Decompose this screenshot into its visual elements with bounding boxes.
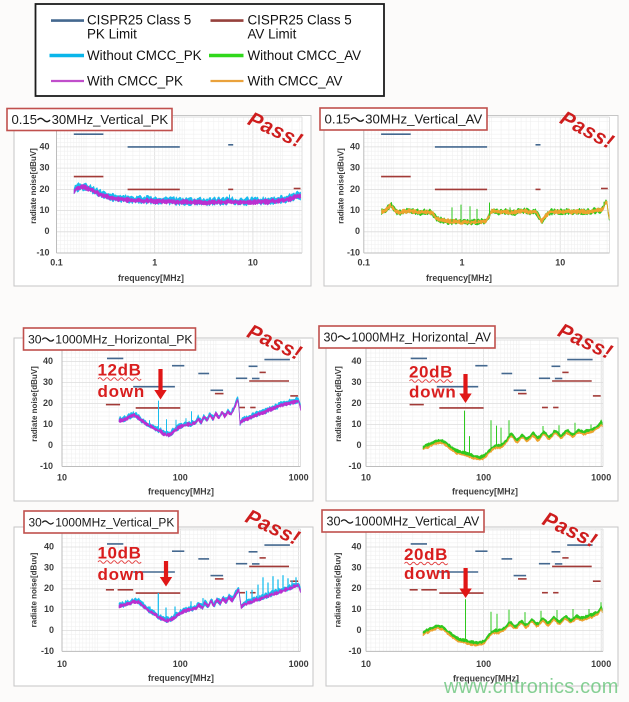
svg-text:10dB: 10dB: [98, 544, 142, 563]
svg-text:0: 0: [48, 440, 53, 450]
svg-text:0.15: 0.15: [325, 112, 351, 127]
svg-text:30: 30: [29, 516, 43, 530]
svg-text:30: 30: [351, 562, 361, 572]
svg-text:CISPR25 Class 5: CISPR25 Class 5: [87, 12, 191, 27]
svg-text:20: 20: [43, 398, 53, 408]
svg-text:-10: -10: [347, 247, 360, 257]
svg-text:1000MHz_Horizontal_PK: 1000MHz_Horizontal_PK: [55, 333, 193, 347]
svg-text:With CMCC_PK: With CMCC_PK: [87, 74, 183, 89]
svg-text:20: 20: [351, 398, 361, 408]
svg-text:10: 10: [248, 258, 258, 268]
svg-text:40: 40: [351, 541, 361, 551]
svg-text:40: 40: [39, 141, 49, 151]
svg-text:1000MHz_Vertical_PK: 1000MHz_Vertical_PK: [55, 516, 174, 530]
svg-text:-10: -10: [348, 461, 361, 471]
svg-text:radiate noise[dBuV]: radiate noise[dBuV]: [334, 366, 343, 442]
svg-text:10: 10: [43, 419, 53, 429]
svg-text:down: down: [409, 383, 457, 402]
svg-text:frequency[MHz]: frequency[MHz]: [453, 674, 519, 684]
svg-text:0.15: 0.15: [12, 112, 38, 127]
svg-text:10: 10: [361, 473, 371, 483]
svg-text:0: 0: [356, 440, 361, 450]
svg-text:1: 1: [459, 258, 464, 268]
svg-text:20dB: 20dB: [404, 545, 448, 564]
svg-text:30: 30: [327, 515, 341, 529]
svg-text:radiate noise[dBuv]: radiate noise[dBuv]: [334, 552, 343, 627]
svg-text:1000MHz_Horizontal_AV: 1000MHz_Horizontal_AV: [351, 331, 491, 345]
svg-text:10: 10: [351, 604, 361, 614]
svg-text:30: 30: [43, 377, 53, 387]
svg-text:frequency[MHz]: frequency[MHz]: [118, 273, 184, 283]
svg-text:20: 20: [351, 583, 361, 593]
svg-text:10: 10: [351, 419, 361, 429]
svg-text:0: 0: [44, 226, 49, 236]
svg-text:30MHz_Vertical_PK: 30MHz_Vertical_PK: [52, 112, 169, 127]
svg-text:0.1: 0.1: [358, 258, 371, 268]
svg-text:40: 40: [43, 356, 53, 366]
svg-text:10: 10: [44, 604, 54, 614]
svg-text:-10: -10: [41, 646, 54, 656]
svg-text:1000: 1000: [289, 473, 309, 483]
svg-text:10: 10: [350, 205, 360, 215]
svg-text:30: 30: [44, 562, 54, 572]
svg-text:20dB: 20dB: [409, 363, 453, 382]
svg-text:frequency[MHz]: frequency[MHz]: [148, 673, 214, 683]
svg-text:radiate noise[dBuv]: radiate noise[dBuv]: [30, 552, 39, 627]
svg-text:100: 100: [173, 659, 188, 669]
svg-text:100: 100: [476, 659, 491, 669]
svg-text:1000: 1000: [591, 659, 611, 669]
svg-text:frequency[MHz]: frequency[MHz]: [452, 487, 518, 497]
svg-text:PK Limit: PK Limit: [87, 26, 137, 41]
svg-text:20: 20: [350, 184, 360, 194]
svg-text:-10: -10: [348, 646, 361, 656]
svg-text:20: 20: [44, 583, 54, 593]
svg-text:10: 10: [555, 258, 565, 268]
svg-text:30MHz_Vertical_AV: 30MHz_Vertical_AV: [365, 112, 482, 127]
svg-text:1000: 1000: [289, 659, 309, 669]
svg-text:30: 30: [28, 333, 42, 347]
svg-text:10: 10: [361, 659, 371, 669]
svg-text:AV Limit: AV Limit: [248, 26, 297, 41]
svg-text:30: 30: [324, 331, 338, 345]
svg-text:down: down: [98, 565, 146, 584]
svg-text:10: 10: [57, 473, 67, 483]
svg-text:Without CMCC_PK: Without CMCC_PK: [87, 48, 202, 63]
svg-text:30: 30: [39, 163, 49, 173]
svg-text:1000: 1000: [591, 473, 611, 483]
svg-text:10: 10: [57, 659, 67, 669]
svg-text:-10: -10: [40, 461, 53, 471]
svg-text:0.1: 0.1: [50, 258, 63, 268]
svg-text:radiate noise[dBuV]: radiate noise[dBuV]: [29, 148, 38, 224]
svg-text:12dB: 12dB: [98, 361, 142, 380]
svg-text:40: 40: [351, 356, 361, 366]
svg-text:down: down: [404, 564, 452, 583]
svg-text:radiate noise[dBuV]: radiate noise[dBuV]: [30, 366, 39, 442]
svg-text:radiate noise[dBuV]: radiate noise[dBuV]: [337, 148, 346, 224]
svg-text:www.cntronics.com: www.cntronics.com: [443, 676, 619, 698]
svg-text:40: 40: [350, 141, 360, 151]
svg-text:1000MHz_Vertical_AV: 1000MHz_Vertical_AV: [355, 515, 480, 529]
svg-text:frequency[MHz]: frequency[MHz]: [426, 273, 492, 283]
svg-text:0: 0: [49, 625, 54, 635]
svg-text:frequency[MHz]: frequency[MHz]: [148, 487, 214, 497]
svg-text:1: 1: [152, 258, 157, 268]
svg-text:Without CMCC_AV: Without CMCC_AV: [248, 48, 362, 63]
svg-text:100: 100: [173, 473, 188, 483]
svg-text:20: 20: [39, 184, 49, 194]
svg-text:100: 100: [476, 473, 491, 483]
svg-text:30: 30: [351, 377, 361, 387]
svg-text:CISPR25 Class 5: CISPR25 Class 5: [248, 12, 352, 27]
svg-text:30: 30: [350, 163, 360, 173]
svg-text:40: 40: [44, 541, 54, 551]
svg-text:0: 0: [356, 625, 361, 635]
svg-text:0: 0: [355, 226, 360, 236]
svg-text:-10: -10: [36, 247, 49, 257]
svg-text:10: 10: [39, 205, 49, 215]
svg-text:down: down: [98, 382, 146, 401]
svg-text:With CMCC_AV: With CMCC_AV: [248, 74, 343, 89]
